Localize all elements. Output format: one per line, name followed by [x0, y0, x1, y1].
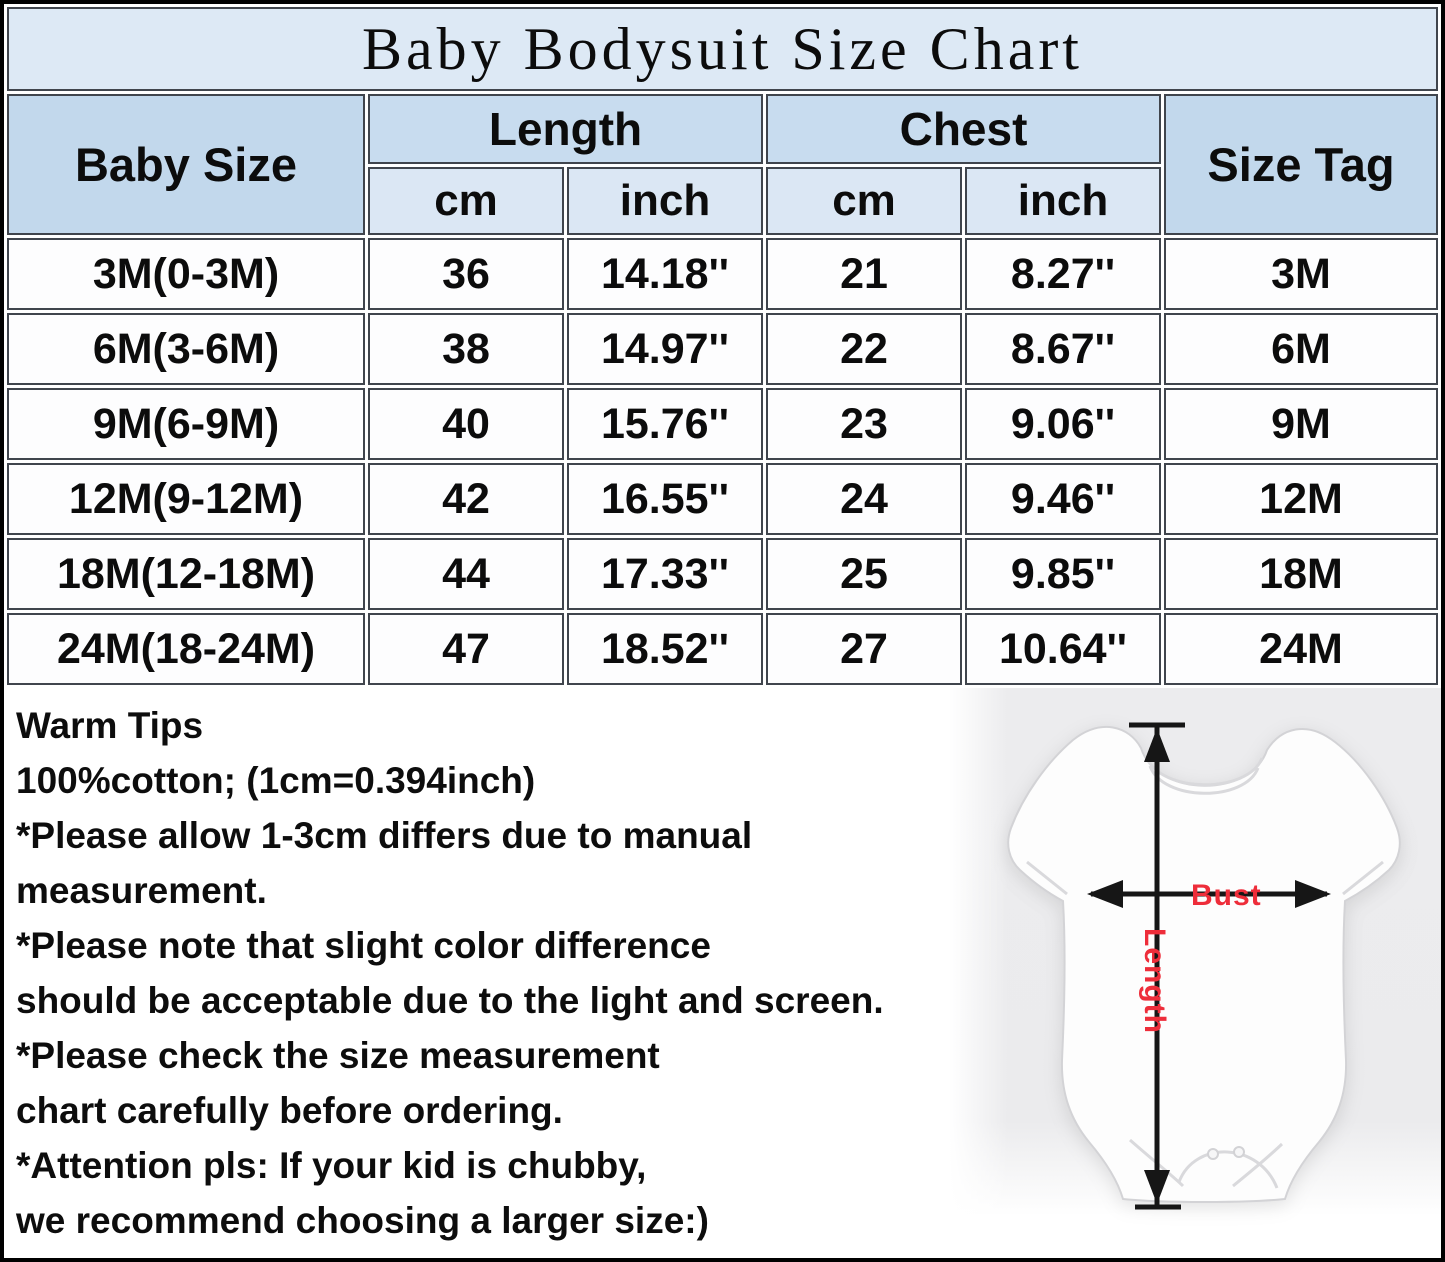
- cell-chest-cm: 25: [766, 538, 962, 610]
- warm-tips-heading: Warm Tips: [16, 705, 204, 746]
- subheader-length-inch: inch: [567, 167, 763, 235]
- bust-label: Bust: [1191, 879, 1262, 912]
- cell-baby-size: 9M(6-9M): [7, 388, 365, 460]
- cell-length-cm: 42: [368, 463, 564, 535]
- header-group-row: Baby Size Length Chest Size Tag: [7, 94, 1438, 235]
- cell-length-cm: 38: [368, 313, 564, 385]
- cell-length-inch: 14.18'': [567, 238, 763, 310]
- cell-length-cm: 44: [368, 538, 564, 610]
- tip-line: *Please allow 1-3cm differs due to manua…: [16, 815, 753, 856]
- bodysuit-outline: [1007, 725, 1401, 1203]
- cell-chest-inch: 8.27'': [965, 238, 1161, 310]
- header-length: Length: [368, 94, 763, 164]
- tip-line: measurement.: [16, 870, 267, 911]
- cell-baby-size: 18M(12-18M): [7, 538, 365, 610]
- cell-length-cm: 47: [368, 613, 564, 685]
- cell-chest-inch: 9.06'': [965, 388, 1161, 460]
- subheader-chest-inch: inch: [965, 167, 1161, 235]
- measurement-photo: Bust Length: [949, 688, 1441, 1244]
- cell-size-tag: 6M: [1164, 313, 1438, 385]
- length-label: Length: [1138, 928, 1171, 1034]
- sleeve-hem-left: [1026, 860, 1068, 896]
- warm-tips-block: Warm Tips 100%cotton; (1cm=0.394inch) *P…: [4, 688, 949, 1248]
- collar-seam: [1144, 755, 1264, 787]
- cell-chest-inch: 8.67'': [965, 313, 1161, 385]
- subheader-length-cm: cm: [368, 167, 564, 235]
- cell-chest-inch: 9.46'': [965, 463, 1161, 535]
- table-row: 3M(0-3M) 36 14.18'' 21 8.27'' 3M: [7, 238, 1438, 310]
- cell-length-inch: 14.97'': [567, 313, 763, 385]
- info-section: Warm Tips 100%cotton; (1cm=0.394inch) *P…: [4, 688, 1441, 1254]
- cell-baby-size: 24M(18-24M): [7, 613, 365, 685]
- cell-chest-cm: 24: [766, 463, 962, 535]
- cell-chest-cm: 27: [766, 613, 962, 685]
- sleeve-hem-right: [1342, 860, 1384, 896]
- cell-baby-size: 12M(9-12M): [7, 463, 365, 535]
- tip-line: *Please note that slight color differenc…: [16, 925, 711, 966]
- page-title: Baby Bodysuit Size Chart: [7, 7, 1438, 91]
- cell-size-tag: 12M: [1164, 463, 1438, 535]
- cell-chest-inch: 10.64'': [965, 613, 1161, 685]
- snap-button: [1207, 1148, 1219, 1160]
- leg-seam-left: [1129, 1138, 1185, 1188]
- cell-size-tag: 18M: [1164, 538, 1438, 610]
- cell-chest-inch: 9.85'': [965, 538, 1161, 610]
- table-row: 24M(18-24M) 47 18.52'' 27 10.64'' 24M: [7, 613, 1438, 685]
- title-row: Baby Bodysuit Size Chart: [7, 7, 1438, 91]
- cell-chest-cm: 23: [766, 388, 962, 460]
- cell-size-tag: 9M: [1164, 388, 1438, 460]
- cell-length-inch: 15.76'': [567, 388, 763, 460]
- subheader-chest-cm: cm: [766, 167, 962, 235]
- tip-line: chart carefully before ordering.: [16, 1090, 563, 1131]
- tip-line: we recommend choosing a larger size:): [16, 1200, 709, 1241]
- cell-baby-size: 3M(0-3M): [7, 238, 365, 310]
- table-row: 9M(6-9M) 40 15.76'' 23 9.06'' 9M: [7, 388, 1438, 460]
- cell-length-inch: 17.33'': [567, 538, 763, 610]
- tip-line: *Please check the size measurement: [16, 1035, 660, 1076]
- cell-length-inch: 18.52'': [567, 613, 763, 685]
- cell-size-tag: 24M: [1164, 613, 1438, 685]
- length-arrow-icon: [1129, 722, 1185, 1210]
- table-row: 12M(9-12M) 42 16.55'' 24 9.46'' 12M: [7, 463, 1438, 535]
- cell-baby-size: 6M(3-6M): [7, 313, 365, 385]
- snap-button: [1233, 1146, 1245, 1158]
- cell-chest-cm: 22: [766, 313, 962, 385]
- tip-line: *Attention pls: If your kid is chubby,: [16, 1145, 647, 1186]
- size-chart-table: Baby Bodysuit Size Chart Baby Size Lengt…: [4, 4, 1441, 688]
- header-unit-row: cm inch cm inch: [7, 167, 1438, 235]
- header-size-tag: Size Tag: [1164, 94, 1438, 235]
- table-row: 18M(12-18M) 44 17.33'' 25 9.85'' 18M: [7, 538, 1438, 610]
- bodysuit-illustration: [1007, 725, 1401, 1203]
- bust-arrow-icon: [1087, 880, 1331, 908]
- cell-length-cm: 40: [368, 388, 564, 460]
- header-baby-size: Baby Size: [7, 94, 365, 235]
- bodysuit-diagram: Bust Length: [1007, 722, 1401, 1210]
- tip-line: should be acceptable due to the light an…: [16, 980, 884, 1021]
- header-chest: Chest: [766, 94, 1161, 164]
- tip-line: 100%cotton; (1cm=0.394inch): [16, 760, 536, 801]
- crotch-flap-seam: [1177, 1150, 1279, 1189]
- cell-size-tag: 3M: [1164, 238, 1438, 310]
- cell-length-inch: 16.55'': [567, 463, 763, 535]
- cell-length-cm: 36: [368, 238, 564, 310]
- table-row: 6M(3-6M) 38 14.97'' 22 8.67'' 6M: [7, 313, 1438, 385]
- cell-chest-cm: 21: [766, 238, 962, 310]
- leg-seam-right: [1232, 1142, 1284, 1188]
